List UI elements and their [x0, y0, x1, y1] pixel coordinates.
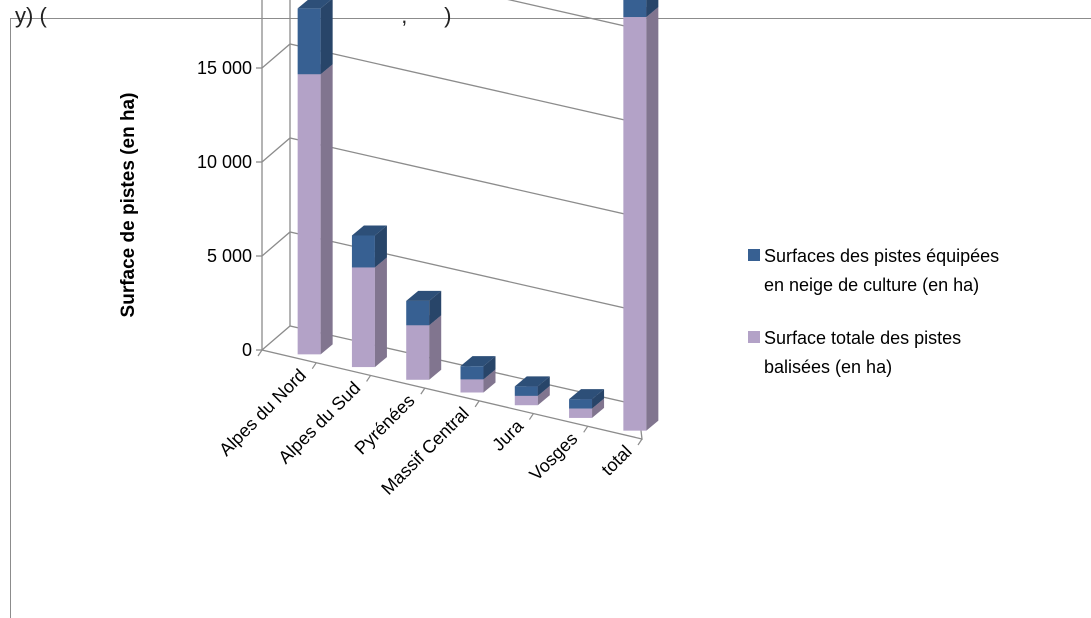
- y-tick-label: 10 000: [197, 152, 252, 172]
- bar-total-side: [483, 369, 496, 393]
- bar-stack: [460, 356, 496, 393]
- x-tick-mark: [311, 362, 317, 370]
- bar-snow-side: [592, 389, 605, 409]
- legend-label: Surface totale des pistes: [764, 328, 961, 348]
- bar-snow-side: [483, 356, 496, 380]
- bar-snow-front: [406, 300, 430, 326]
- bar-total-side: [320, 64, 333, 355]
- bar-snow-top: [569, 389, 605, 400]
- bar-total-side: [592, 398, 605, 418]
- bar-snow-front: [514, 386, 538, 396]
- bar-snow-side: [646, 0, 659, 18]
- bar-total-side: [537, 385, 550, 406]
- bar-total-front: [460, 379, 484, 393]
- x-tick-mark: [420, 387, 426, 395]
- chart-area: y) ( , ): [10, 3, 1091, 618]
- bar-total-front: [569, 408, 593, 418]
- bar-snow-top: [297, 0, 331, 9]
- legend-swatch: [748, 249, 760, 261]
- bar-snow-front: [460, 366, 484, 380]
- bar-snow-side: [374, 225, 387, 268]
- x-tick-label: Vosges: [526, 429, 582, 485]
- x-tick-mark: [637, 438, 643, 446]
- bar-total-side: [374, 257, 387, 368]
- bar-total-front: [297, 74, 321, 355]
- bar-stack: [351, 225, 387, 368]
- bar-snow-side: [429, 290, 442, 326]
- bar-snow-side: [320, 0, 333, 75]
- header-fragment: y) ( , ): [15, 3, 452, 28]
- bar-snow-front: [623, 0, 647, 18]
- bar-snow-front: [297, 8, 321, 75]
- bar-total-side: [429, 315, 442, 380]
- bar-snow-top: [351, 225, 387, 236]
- gridline: [507, 0, 639, 30]
- legend-label: en neige de culture (en ha): [764, 275, 979, 295]
- bar-total-front: [351, 267, 375, 368]
- legend-swatch: [748, 331, 760, 343]
- bar-snow-front: [569, 399, 593, 409]
- x-tick-label: Pyrénées: [351, 390, 419, 458]
- bar-snow-top: [406, 290, 442, 301]
- bar-stack: [514, 376, 550, 406]
- x-tick-mark: [366, 375, 372, 382]
- bar-total-front: [514, 395, 538, 406]
- bars: [297, 0, 659, 431]
- bar-snow-top: [460, 356, 496, 367]
- x-tick-mark: [583, 425, 589, 433]
- bar-total-front: [623, 17, 647, 431]
- bar-stack: [297, 0, 333, 355]
- y-axis-title: Surface de pistes (en ha): [118, 93, 139, 318]
- x-tick-mark: [257, 349, 263, 357]
- legend: Surfaces des pistes équipées en neige de …: [748, 246, 999, 377]
- x-tick-label: total: [597, 441, 635, 479]
- bar-snow-side: [537, 376, 550, 396]
- x-tick-mark: [474, 400, 480, 408]
- bar-total-side: [646, 7, 659, 431]
- x-tick-mark: [528, 413, 534, 420]
- bar-stack: [623, 0, 659, 431]
- bar-snow-top: [514, 376, 550, 387]
- y-tick-label: 5 000: [207, 246, 252, 266]
- y-tick-label: 15 000: [197, 58, 252, 78]
- bar-total-front: [406, 325, 430, 380]
- bar-stack: [406, 290, 442, 380]
- legend-label: balisées (en ha): [764, 357, 892, 377]
- y-tick-label: 0: [242, 340, 252, 360]
- axes: [256, 0, 643, 446]
- bar-snow-front: [351, 235, 375, 268]
- x-tick-label: Jura: [488, 415, 528, 455]
- legend-label: Surfaces des pistes équipées: [764, 246, 999, 266]
- bar-stack: [569, 389, 605, 418]
